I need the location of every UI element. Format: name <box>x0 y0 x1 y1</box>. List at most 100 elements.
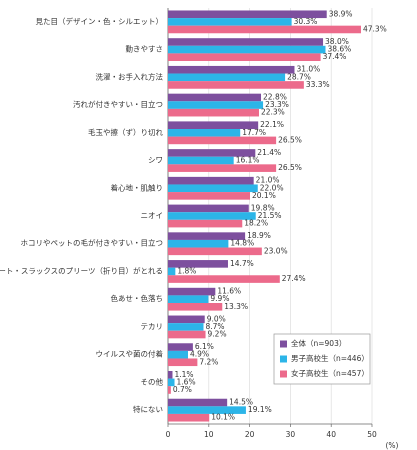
value-label: 27.4% <box>282 274 306 283</box>
bar <box>168 108 259 117</box>
value-label: 23.0% <box>264 246 288 255</box>
value-label: 19.8% <box>251 203 275 212</box>
bar <box>168 164 277 172</box>
value-label: 38.6% <box>327 45 351 54</box>
bar <box>168 371 173 379</box>
bar <box>168 65 295 74</box>
bar <box>168 53 321 61</box>
value-label: 26.5% <box>278 135 302 144</box>
bar <box>168 398 228 407</box>
value-label: 9.9% <box>210 294 229 303</box>
value-label: 18.9% <box>247 231 271 240</box>
value-label: 1.1% <box>174 370 193 379</box>
bar <box>168 406 246 414</box>
value-label: 1.8% <box>177 266 196 275</box>
bar <box>168 136 277 145</box>
bar <box>168 260 228 268</box>
category-label: 汚れが付きやすい・目立つ <box>73 99 163 109</box>
bar <box>168 204 249 213</box>
bar <box>168 295 209 303</box>
category-label: テカリ <box>141 322 164 331</box>
value-label: 30.3% <box>294 17 318 26</box>
bar <box>168 386 171 394</box>
bar <box>168 176 254 185</box>
value-label: 20.1% <box>252 191 276 200</box>
category-label: ウイルスや菌の付着 <box>96 349 164 359</box>
bar <box>168 267 176 276</box>
value-label: 11.6% <box>217 287 241 296</box>
value-label: 37.4% <box>323 52 347 61</box>
bar <box>168 343 193 351</box>
value-label: 47.3% <box>363 24 387 33</box>
bar <box>168 315 205 324</box>
category-label: ニオイ <box>141 211 164 220</box>
bar <box>168 330 206 339</box>
category-label: ホコリやペットの毛が付きやすい・目立つ <box>21 238 164 248</box>
bar <box>168 149 256 157</box>
bar <box>168 81 304 89</box>
legend-box <box>273 333 371 385</box>
value-label: 0.7% <box>173 385 192 394</box>
value-label: 38.0% <box>325 37 349 46</box>
category-label: 色あせ・色落ち <box>111 293 164 303</box>
value-label: 22.8% <box>263 92 287 101</box>
value-label: 28.7% <box>287 72 311 81</box>
value-label: 13.3% <box>224 302 248 311</box>
value-label: 22.1% <box>260 120 284 129</box>
category-label: 毛玉や擦（ず）り切れ <box>88 127 163 137</box>
value-label: 21.4% <box>257 148 281 157</box>
value-label: 14.5% <box>229 398 253 407</box>
x-tick-label: 50 <box>367 430 377 439</box>
category-label: 特にない <box>133 404 163 414</box>
bar <box>168 73 286 82</box>
bar <box>168 184 258 193</box>
value-label: 6.1% <box>195 342 214 351</box>
value-label: 38.9% <box>329 9 353 18</box>
value-label: 17.7% <box>242 128 266 137</box>
bar <box>168 247 262 256</box>
bar <box>168 38 324 46</box>
value-label: 22.3% <box>261 108 285 117</box>
bar <box>168 129 241 137</box>
bar <box>168 350 188 359</box>
bar <box>168 212 256 220</box>
legend-swatch <box>280 355 287 363</box>
bar <box>168 239 229 248</box>
value-label: 9.0% <box>207 314 226 323</box>
value-label: 26.5% <box>278 163 302 172</box>
value-label: 33.3% <box>306 80 330 89</box>
category-label: その他 <box>141 376 164 386</box>
bar <box>168 156 234 165</box>
legend-swatch <box>280 340 287 348</box>
legend-swatch <box>280 370 287 378</box>
value-label: 10.1% <box>211 413 235 422</box>
value-label: 9.2% <box>208 330 227 339</box>
value-label: 14.7% <box>230 259 254 268</box>
value-label: 21.5% <box>258 211 282 220</box>
x-tick-label: 0 <box>166 430 171 439</box>
bar <box>168 101 264 109</box>
bar <box>168 323 204 331</box>
bar <box>168 275 280 283</box>
value-label: 14.8% <box>230 239 254 248</box>
value-label: 22.0% <box>260 183 284 192</box>
bar <box>168 18 292 26</box>
bar <box>168 93 262 102</box>
legend-label: 男子高校生（n=446） <box>291 353 369 363</box>
category-label: 見た目（デザイン・色・シルエット） <box>36 16 164 26</box>
value-label: 7.2% <box>199 357 218 366</box>
bar <box>168 121 259 129</box>
value-label: 1.6% <box>177 377 196 386</box>
value-label: 4.9% <box>190 350 209 359</box>
x-tick-label: 40 <box>326 430 336 439</box>
x-tick-label: 20 <box>245 430 255 439</box>
category-label: 着心地・肌触り <box>111 182 164 192</box>
category-label: スカート・スラックスのプリーツ（折り目）がとれる <box>0 265 163 275</box>
x-tick-label: 30 <box>286 430 296 439</box>
value-label: 21.0% <box>256 176 280 185</box>
value-label: 31.0% <box>296 65 320 74</box>
x-tick-label: 10 <box>204 430 214 439</box>
bar <box>168 192 251 200</box>
bar <box>168 25 361 34</box>
